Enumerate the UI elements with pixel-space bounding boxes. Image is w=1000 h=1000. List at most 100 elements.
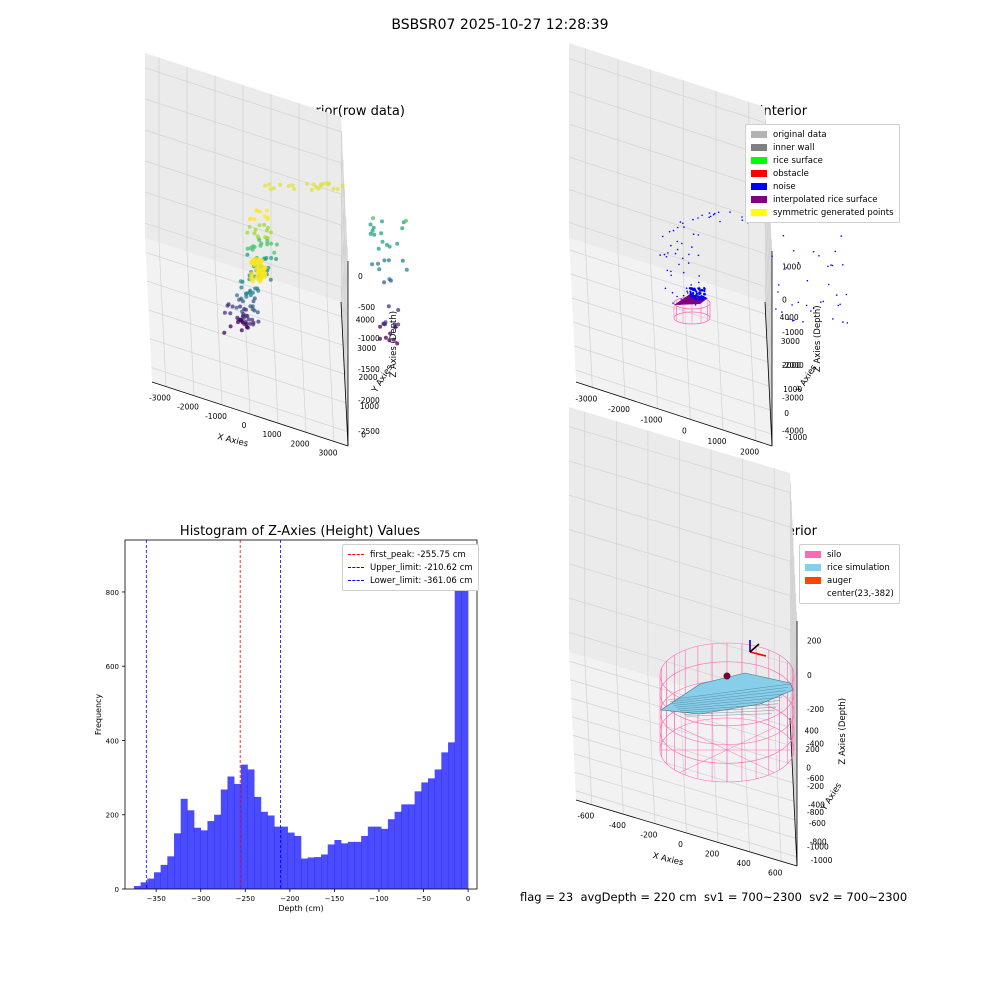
- plot1-point: [261, 266, 267, 272]
- plot2-xtick-label: -1000: [641, 416, 663, 425]
- plot1-point: [265, 217, 270, 222]
- plot2-ytick-label: 4000: [780, 313, 799, 322]
- plot1-point: [252, 231, 257, 236]
- plot1-point: [383, 335, 388, 340]
- histogram-bar: [187, 810, 195, 889]
- histogram-frame: [124, 539, 478, 890]
- plot2-ygrid: [571, 297, 769, 363]
- plot4-zgrid: [568, 494, 798, 710]
- plot1-point: [286, 184, 291, 188]
- plot1-point: [268, 187, 273, 192]
- plot2-noise-point: [670, 274, 672, 277]
- plot1-xlabel: X Axies: [216, 432, 249, 449]
- plot1-point: [244, 307, 248, 312]
- plot2-ytick-label: 3000: [781, 337, 800, 346]
- legend-line-swatch: [348, 567, 364, 568]
- histogram-bar: [147, 878, 155, 889]
- histogram-ytick-label: 800: [106, 589, 119, 597]
- plot2-noise-point: [689, 290, 692, 293]
- plot1-point: [255, 208, 260, 213]
- plot2-noise-point: [703, 287, 706, 290]
- legend-swatch: [751, 196, 767, 203]
- plot2-noise-point: [659, 254, 661, 256]
- plot2-noise-point: [665, 255, 668, 258]
- plot2-y-axis-line: [764, 301, 773, 447]
- plot2-silo-wire: [673, 311, 711, 325]
- plot1-point: [248, 275, 254, 281]
- plot1-point: [278, 182, 283, 187]
- plot1-point: [245, 252, 250, 257]
- plot1-point: [269, 230, 273, 235]
- plot2-ygrid: [570, 273, 767, 339]
- plot1-ztick-label: -2000: [358, 396, 380, 405]
- plot2-ygrid: [575, 369, 772, 435]
- histogram-xtick-label: −300: [191, 895, 210, 903]
- plot2-noise-point: [682, 257, 684, 260]
- plot1-point: [234, 305, 239, 310]
- legend-item: silo: [805, 548, 894, 561]
- plot2-noise-point: [835, 294, 838, 296]
- histogram-xtick-label: −100: [369, 895, 388, 903]
- legend-swatch: [751, 209, 767, 216]
- plot1-point: [265, 208, 269, 213]
- plot2-noise-point: [791, 304, 793, 306]
- plot4-ygrid: [573, 753, 795, 821]
- plot4-rice-mesh: [667, 683, 791, 701]
- plot1-point: [239, 285, 244, 290]
- histogram-legend-item: first_peak: -255.75 cm: [348, 548, 473, 561]
- plot2-noise-point: [694, 289, 697, 292]
- plot4-ygrid: [570, 679, 792, 747]
- histogram-bar: [407, 804, 415, 889]
- plot1-point: [370, 262, 375, 267]
- histogram-bar: [194, 827, 202, 889]
- plot1-point: [371, 225, 376, 230]
- plot2-noise-point: [692, 289, 695, 292]
- plot1-point: [378, 336, 382, 341]
- plot1-point: [252, 245, 257, 249]
- plot2-noise-point: [694, 304, 697, 306]
- histogram-bar: [247, 769, 255, 889]
- histogram-bar: [153, 872, 161, 889]
- plot1-point: [271, 186, 276, 191]
- legend-label: silo: [827, 549, 842, 560]
- plot2-noise-point: [689, 294, 692, 298]
- figure-title: BSBSR07 2025-10-27 12:28:39: [391, 17, 609, 33]
- legend-label: rice surface: [773, 155, 823, 166]
- plot4-silo-wire: [726, 727, 775, 751]
- plot2-noise-point: [690, 284, 692, 286]
- histogram-xlabel: Depth (cm): [278, 904, 323, 913]
- histogram-bar: [421, 782, 429, 889]
- plot4-xlabel: X Axies: [651, 851, 684, 868]
- histogram-ytick-label: 0: [115, 886, 119, 894]
- plot1-point: [379, 231, 384, 236]
- legend-swatch: [751, 144, 767, 151]
- histogram-bar: [381, 828, 389, 889]
- legend-swatch: [805, 590, 821, 597]
- plot2-noise-point: [683, 226, 685, 228]
- plot2-noise-point: [701, 297, 704, 301]
- plot2-noise-point: [822, 300, 825, 303]
- plot2-ygrid: [572, 321, 770, 387]
- plot2-noise-point: [717, 211, 720, 214]
- plot4-zlabel: Z Axies (Depth): [838, 698, 848, 765]
- plot2-noise-point: [682, 222, 684, 225]
- plot4-ytick-label: -800: [810, 837, 827, 846]
- plot1-zgrid: [144, 67, 349, 276]
- plot2-xgrid: [584, 243, 593, 388]
- plot1-point: [274, 257, 279, 261]
- plot2-noise-point: [681, 242, 683, 245]
- plot1-point: [265, 242, 270, 247]
- plot2-zgrid: [568, 189, 773, 398]
- plot2-noise-point: [703, 289, 706, 293]
- plot2-ztick-label: 1000: [782, 263, 801, 272]
- plot2-ytick-label: 1000: [783, 385, 802, 394]
- plot4-xtick-label: 200: [705, 849, 720, 858]
- histogram-ytick-label: 400: [106, 737, 119, 745]
- plot1-point: [250, 258, 256, 264]
- histogram-ytick-label: 200: [106, 812, 119, 820]
- plot2-noise-point: [704, 297, 707, 300]
- plot2-noise-point: [698, 281, 700, 284]
- plot2-noise-point: [670, 244, 672, 247]
- histogram-bar: [361, 835, 369, 889]
